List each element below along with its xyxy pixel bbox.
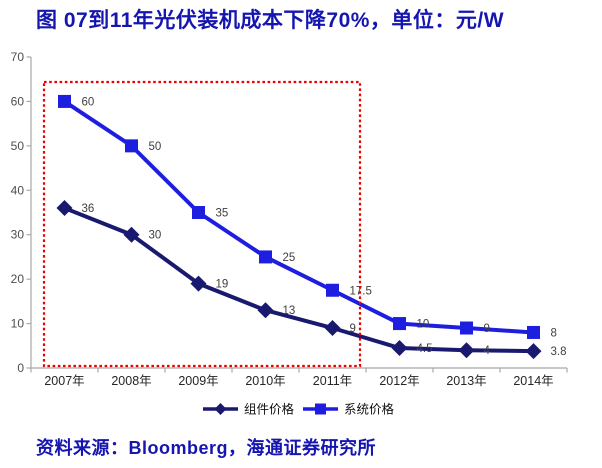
data-point-marker: [326, 283, 339, 297]
data-label: 25: [283, 252, 296, 264]
data-label: 4: [484, 345, 491, 357]
series-line-系统价格: [62, 99, 536, 335]
legend-label: 系统价格: [344, 402, 395, 417]
data-label: 3.8: [551, 346, 567, 358]
data-label: 50: [149, 141, 162, 153]
data-point-marker: [393, 317, 406, 331]
data-point-marker: [324, 320, 341, 337]
y-axis-label: 70: [11, 50, 25, 64]
data-label: 19: [216, 279, 229, 291]
data-label: 10: [417, 319, 430, 331]
y-axis-label: 0: [17, 361, 24, 375]
data-point-marker: [259, 250, 272, 264]
x-axis-label: 2007年: [44, 374, 84, 388]
legend-marker-diamond: [214, 403, 227, 415]
y-axis-label: 40: [11, 183, 25, 197]
data-label: 35: [216, 208, 229, 220]
data-point-marker: [460, 321, 473, 335]
y-axis-label: 50: [11, 139, 25, 153]
highlight-box: [42, 80, 362, 368]
x-axis-label: 2011年: [313, 374, 352, 388]
x-axis-label: 2012年: [379, 374, 419, 388]
source-note: 资料来源：Bloomberg，海通证券研究所: [36, 438, 376, 458]
data-label: 9: [350, 323, 356, 335]
data-label: 60: [82, 96, 95, 108]
x-axis-label: 2013年: [446, 374, 486, 388]
y-axis-label: 60: [11, 94, 25, 108]
data-point-marker: [458, 342, 475, 359]
data-point-marker: [125, 139, 138, 153]
figure-title: 图 07到11年光伏装机成本下降70%，单位：元/W: [36, 9, 505, 32]
legend-marker-square: [315, 403, 326, 415]
data-point-marker: [58, 94, 71, 108]
data-point-marker: [123, 226, 140, 243]
data-label: 4.5: [417, 343, 433, 355]
data-label: 30: [149, 230, 162, 242]
data-label: 36: [82, 203, 95, 215]
data-point-marker: [190, 275, 207, 292]
series-line-组件价格: [62, 206, 536, 354]
data-point-marker: [192, 206, 205, 219]
data-point-marker: [527, 325, 540, 339]
x-axis-label: 2009年: [178, 374, 218, 388]
data-point-marker: [257, 302, 274, 319]
x-axis-label: 2008年: [111, 374, 151, 388]
y-axis-label: 30: [11, 228, 25, 242]
data-label: 8: [551, 327, 557, 339]
x-axis-label: 2010年: [245, 374, 285, 388]
data-point-marker: [525, 343, 542, 360]
x-axis-label: 2014年: [513, 374, 553, 388]
data-label: 13: [283, 305, 296, 317]
y-axis-label: 20: [11, 272, 25, 286]
data-point-marker: [56, 200, 73, 217]
y-axis-label: 10: [11, 317, 25, 331]
data-label: 9: [484, 323, 490, 335]
data-point-marker: [391, 340, 408, 357]
legend-label: 组件价格: [244, 402, 295, 417]
